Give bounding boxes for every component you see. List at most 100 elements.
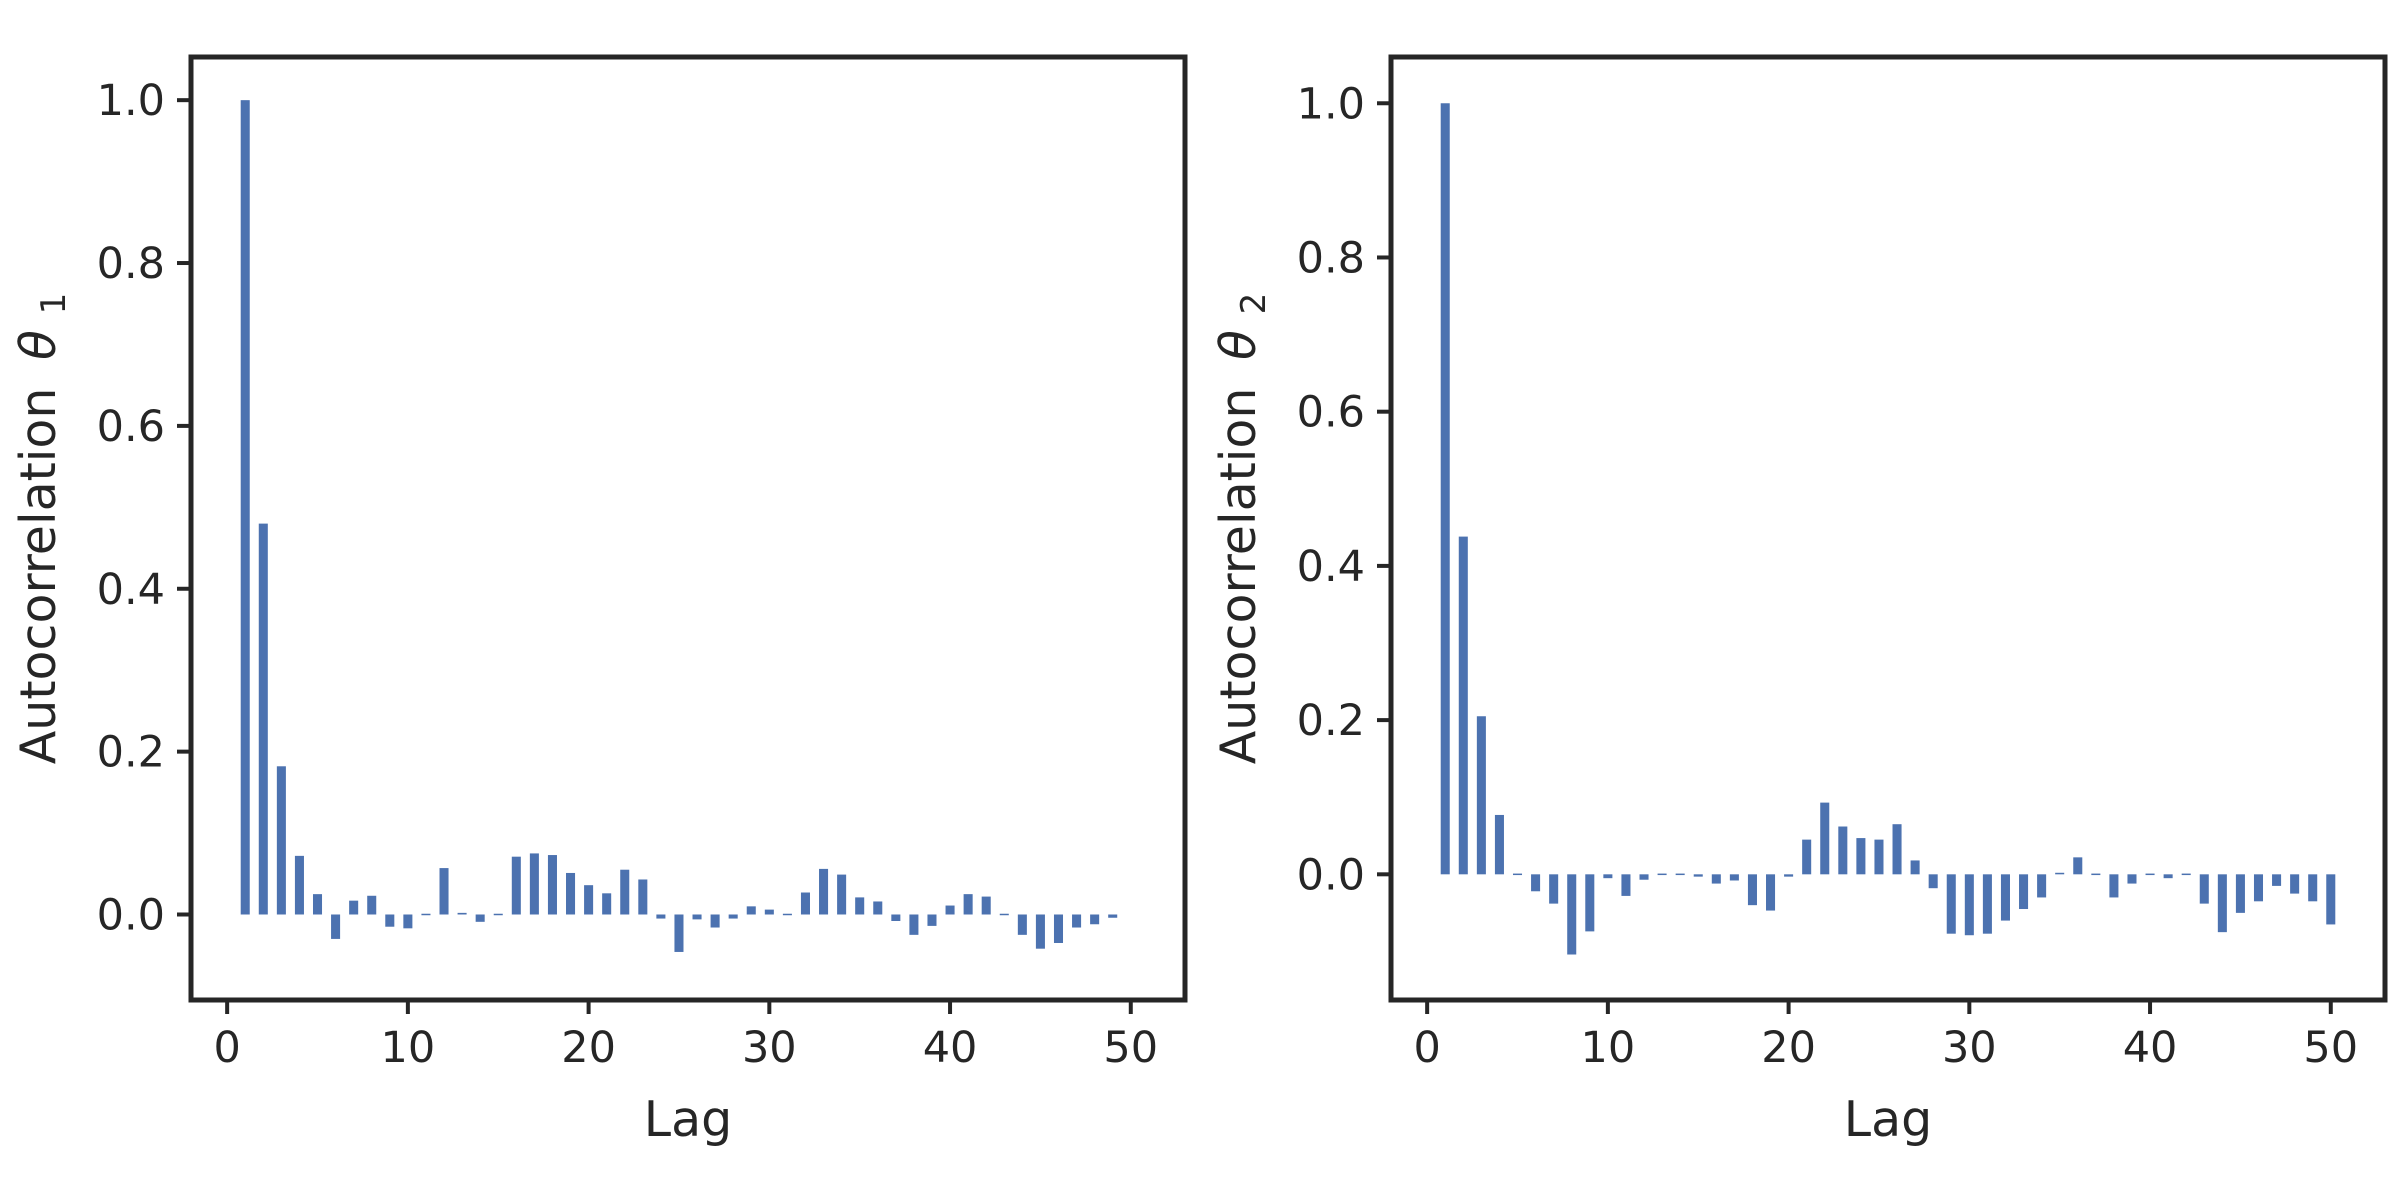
- bar-lag-41: [963, 894, 973, 915]
- bar-lag-13: [1657, 873, 1667, 876]
- bar-lag-34: [837, 874, 847, 915]
- bar-lag-40: [2145, 873, 2155, 876]
- y-tick-label: 0.8: [97, 239, 165, 289]
- bar-lag-34: [2037, 874, 2047, 898]
- x-tick-label: 40: [923, 1023, 978, 1073]
- bar-lag-12: [439, 868, 449, 915]
- bar-lag-20: [584, 885, 594, 915]
- bar-lag-49: [1108, 914, 1118, 918]
- axes-frame: [188, 54, 1188, 1003]
- bar-lag-35: [2055, 872, 2065, 875]
- bar-lag-4: [294, 855, 304, 915]
- bar-lag-2: [1458, 536, 1468, 875]
- bar-lag-21: [1802, 839, 1812, 875]
- bar-lag-49: [2308, 874, 2318, 902]
- bar-lag-25: [674, 914, 684, 952]
- bar-lag-35: [855, 897, 865, 915]
- bar-lag-31: [782, 913, 792, 916]
- x-tick-label: 0: [213, 1023, 240, 1073]
- bar-lag-12: [1639, 874, 1649, 880]
- bar-lag-28: [1928, 874, 1938, 889]
- y-axis-ticks: 0.0 0.2 0.4 0.6 0.8 1.0: [97, 76, 191, 940]
- x-axis-label: Lag: [644, 1091, 732, 1148]
- y-tick-label: 0.8: [1297, 233, 1365, 283]
- bar-lag-32: [800, 892, 810, 915]
- bar-lag-6: [1531, 874, 1541, 892]
- x-tick-label: 10: [1581, 1023, 1636, 1073]
- y-tick-label: 0.6: [1297, 388, 1365, 438]
- bar-lag-15: [1693, 874, 1703, 877]
- bar-lag-43: [2199, 874, 2209, 904]
- y-axis-label-symbol: θ: [1210, 330, 1267, 360]
- bar-lag-44: [2217, 874, 2227, 933]
- x-axis-label: Lag: [1844, 1091, 1932, 1148]
- bar-lag-48: [1090, 914, 1100, 925]
- bar-lag-45: [2235, 874, 2245, 913]
- bar-lag-23: [1838, 826, 1848, 875]
- bar-lag-18: [547, 855, 557, 915]
- y-tick-label: 0.0: [97, 890, 165, 940]
- bar-lag-36: [873, 901, 883, 915]
- x-tick-label: 50: [1103, 1023, 1158, 1073]
- bar-series: [240, 100, 1118, 952]
- bar-lag-38: [909, 914, 919, 935]
- y-tick-label: 0.2: [97, 728, 165, 778]
- axes-frame: [1388, 54, 2388, 1003]
- bar-lag-20: [1784, 874, 1794, 877]
- y-axis-ticks: 0.0 0.2 0.4 0.6 0.8 1.0: [1297, 79, 1391, 900]
- bar-lag-3: [276, 766, 286, 915]
- bar-lag-33: [819, 868, 829, 915]
- y-axis-label-symbol: θ: [10, 330, 67, 360]
- bar-lag-18: [1747, 874, 1757, 906]
- bar-lag-50: [2326, 874, 2336, 925]
- bar-lag-27: [710, 914, 720, 928]
- x-tick-label: 50: [2303, 1023, 2358, 1073]
- bar-lag-17: [529, 853, 539, 915]
- bar-lag-37: [2091, 873, 2101, 876]
- bar-lag-16: [511, 856, 521, 915]
- bar-lag-10: [1603, 874, 1613, 879]
- y-tick-label: 0.2: [1297, 696, 1365, 746]
- bar-lag-22: [1820, 802, 1830, 875]
- bar-lag-27: [1910, 860, 1920, 875]
- bar-lag-11: [1621, 874, 1631, 896]
- bar-lag-29: [746, 906, 756, 915]
- bar-lag-2: [258, 523, 268, 915]
- bar-lag-7: [349, 900, 359, 915]
- x-tick-label: 30: [1942, 1023, 1997, 1073]
- y-axis-label: Autocorrelation θ 1: [10, 293, 74, 764]
- bar-lag-42: [2181, 873, 2191, 876]
- bar-lag-8: [1567, 874, 1577, 955]
- bar-lag-39: [2127, 874, 2137, 884]
- x-tick-label: 10: [381, 1023, 436, 1073]
- bar-lag-28: [728, 914, 738, 919]
- autocorrelation-theta1-panel: 0 10 20 30 40 50 0.0 0.2 0.4 0.6 0.8 1.0 Lag Autoc…: [10, 54, 1188, 1148]
- bar-lag-24: [1856, 838, 1866, 875]
- bar-lag-32: [2000, 874, 2010, 921]
- bar-lag-9: [385, 914, 395, 927]
- y-axis-label-text: Autocorrelation: [1210, 388, 1267, 765]
- x-tick-label: 20: [561, 1023, 616, 1073]
- bar-lag-30: [1964, 874, 1974, 936]
- bar-lag-19: [566, 872, 576, 915]
- bar-lag-11: [421, 913, 431, 916]
- bar-lag-14: [475, 914, 485, 922]
- bar-lag-16: [1711, 874, 1721, 884]
- x-tick-label: 40: [2123, 1023, 2178, 1073]
- y-tick-label: 0.4: [1297, 542, 1365, 592]
- bar-lag-10: [403, 914, 413, 929]
- bar-lag-40: [945, 905, 955, 915]
- bar-lag-8: [367, 895, 377, 915]
- bar-lag-19: [1766, 874, 1776, 911]
- bar-lag-43: [999, 913, 1009, 916]
- bar-lag-44: [1017, 914, 1027, 935]
- y-tick-label: 0.4: [97, 565, 165, 615]
- bar-lag-46: [2253, 874, 2264, 902]
- y-tick-label: 1.0: [97, 76, 165, 126]
- x-tick-label: 0: [1413, 1023, 1440, 1073]
- bar-lag-21: [602, 893, 612, 915]
- x-axis-ticks: 0 10 20 30 40 50: [213, 1000, 1158, 1073]
- bar-lag-14: [1675, 873, 1685, 876]
